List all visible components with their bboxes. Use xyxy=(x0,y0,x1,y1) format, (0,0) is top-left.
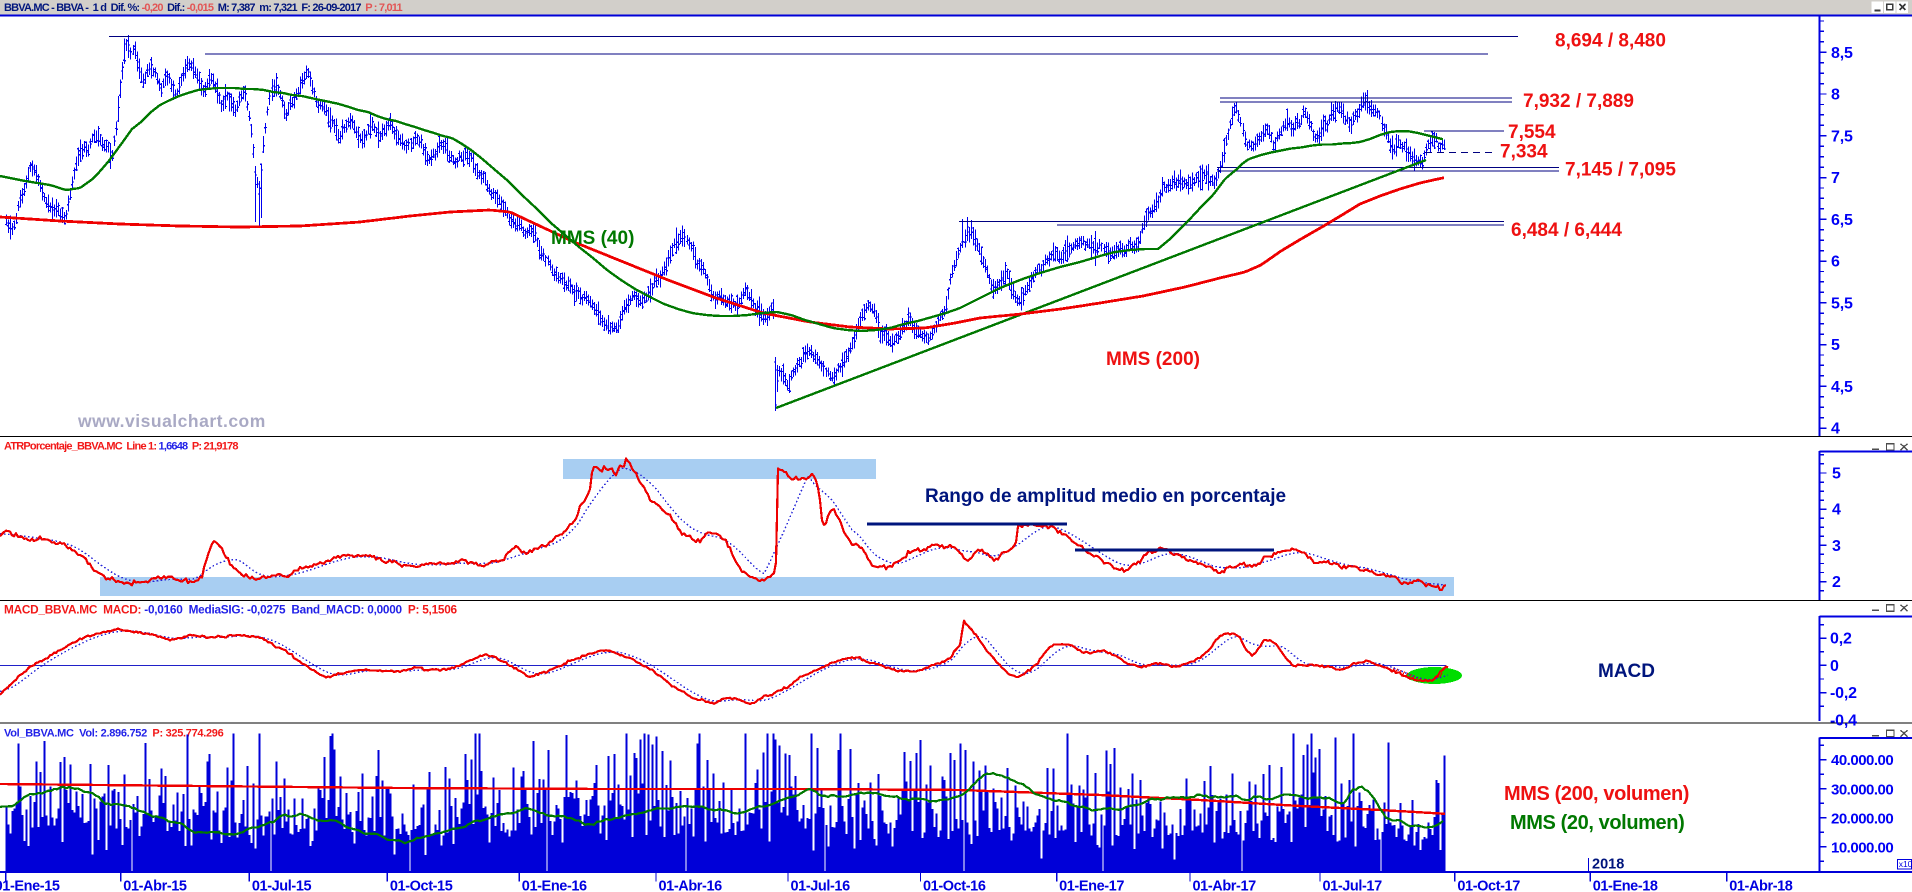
svg-text:8: 8 xyxy=(1831,87,1840,104)
svg-text:01-Abr-15: 01-Abr-15 xyxy=(123,879,187,892)
svg-text:Vol_BBVA.MC Vol: 2.896.752 P: Vol_BBVA.MC Vol: 2.896.752 P: 325.774.29… xyxy=(4,728,224,740)
svg-text:10.000.00: 10.000.00 xyxy=(1831,839,1893,856)
svg-text:40.000.00: 40.000.00 xyxy=(1831,752,1893,769)
svg-text:8,5: 8,5 xyxy=(1831,45,1853,62)
svg-text:01-Oct-15: 01-Oct-15 xyxy=(390,879,453,892)
svg-text:MMS (200): MMS (200) xyxy=(1106,349,1200,370)
svg-text:0,2: 0,2 xyxy=(1830,631,1852,648)
svg-text:7,5: 7,5 xyxy=(1831,128,1853,145)
svg-text:01-Jul-16: 01-Jul-16 xyxy=(791,879,851,892)
svg-text:7: 7 xyxy=(1831,170,1840,187)
svg-text:01-Jul-15: 01-Jul-15 xyxy=(252,879,312,892)
svg-text:x10: x10 xyxy=(1899,859,1912,869)
svg-text:6,484 / 6,444: 6,484 / 6,444 xyxy=(1511,220,1622,241)
svg-text:01-Abr-16: 01-Abr-16 xyxy=(659,879,723,892)
svg-text:ATRPorcentaje_BBVA.MC Line 1:: ATRPorcentaje_BBVA.MC Line 1: 1,6648 P: … xyxy=(4,441,238,453)
svg-text:01-Ene-15: 01-Ene-15 xyxy=(0,879,60,892)
svg-text:MMS (20, volumen): MMS (20, volumen) xyxy=(1510,812,1684,834)
svg-text:01-Abr-17: 01-Abr-17 xyxy=(1193,879,1257,892)
svg-text:-0,2: -0,2 xyxy=(1830,685,1857,702)
svg-text:01-Jul-17: 01-Jul-17 xyxy=(1323,879,1383,892)
svg-text:5: 5 xyxy=(1831,337,1840,354)
svg-text:4: 4 xyxy=(1831,421,1840,438)
svg-text:8,694 / 8,480: 8,694 / 8,480 xyxy=(1555,31,1666,52)
svg-text:www.visualchart.com: www.visualchart.com xyxy=(77,411,266,431)
svg-text:6: 6 xyxy=(1831,254,1840,271)
svg-text:01-Ene-17: 01-Ene-17 xyxy=(1059,879,1124,892)
svg-text:-0,4: -0,4 xyxy=(1830,712,1857,729)
svg-text:MACD_BBVA.MC MACD: -0,0160 M: MACD_BBVA.MC MACD: -0,0160 MediaSIG: -0,… xyxy=(4,603,458,617)
svg-text:Rango de amplitud medio en por: Rango de amplitud medio en porcentaje xyxy=(925,486,1286,507)
svg-text:7,554: 7,554 xyxy=(1508,122,1556,143)
svg-text:0: 0 xyxy=(1830,658,1839,675)
svg-text:20.000.00: 20.000.00 xyxy=(1831,810,1893,827)
svg-text:MACD: MACD xyxy=(1598,661,1655,682)
svg-text:2018: 2018 xyxy=(1592,857,1624,873)
svg-text:5,5: 5,5 xyxy=(1831,295,1853,312)
svg-text:01-Oct-17: 01-Oct-17 xyxy=(1457,879,1520,892)
svg-text:30.000.00: 30.000.00 xyxy=(1831,781,1893,798)
svg-text:4,5: 4,5 xyxy=(1831,379,1853,396)
svg-text:MMS (40): MMS (40) xyxy=(551,228,634,249)
svg-text:6,5: 6,5 xyxy=(1831,212,1853,229)
svg-text:2: 2 xyxy=(1832,574,1841,591)
svg-text:7,145 / 7,095: 7,145 / 7,095 xyxy=(1565,160,1676,181)
svg-text:BBVA.MC - BBVA - 1 d Dif. %:: BBVA.MC - BBVA - 1 d Dif. %: -0,20 Dif.:… xyxy=(4,2,403,14)
svg-text:01-Oct-16: 01-Oct-16 xyxy=(923,879,986,892)
svg-text:5: 5 xyxy=(1832,466,1841,483)
svg-text:01-Ene-16: 01-Ene-16 xyxy=(522,879,587,892)
svg-text:01-Abr-18: 01-Abr-18 xyxy=(1729,879,1793,892)
svg-text:MMS (200, volumen): MMS (200, volumen) xyxy=(1504,783,1689,805)
svg-text:01-Ene-18: 01-Ene-18 xyxy=(1593,879,1658,892)
svg-text:3: 3 xyxy=(1832,538,1841,555)
svg-text:7,334: 7,334 xyxy=(1500,142,1548,163)
svg-text:7,932 / 7,889: 7,932 / 7,889 xyxy=(1523,91,1634,112)
svg-text:4: 4 xyxy=(1832,502,1841,519)
